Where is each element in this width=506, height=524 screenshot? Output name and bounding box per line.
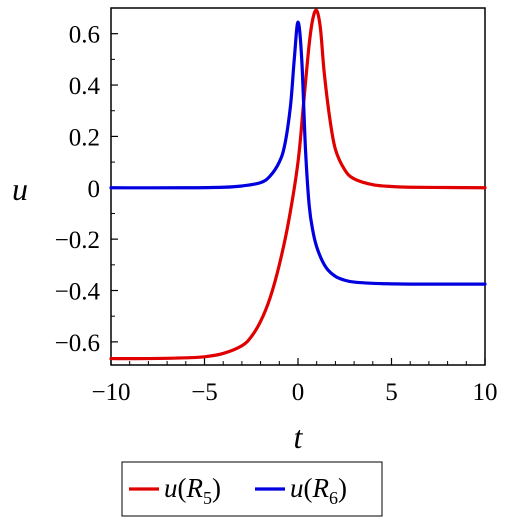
y-tick-label: 0.4 [69,73,101,100]
x-tick-label: 10 [473,379,498,406]
legend-label: u(R6) [290,473,347,508]
y-tick-label: −0.2 [55,227,100,254]
y-tick-label: 0.2 [69,124,100,151]
y-tick-label: −0.4 [55,279,101,306]
y-tick-label: −0.6 [55,330,100,357]
series-line-2 [109,20,487,286]
legend-entries: u(R5) u(R6) [129,473,347,508]
y-tick-label: 0.6 [69,22,100,49]
legend-entry-1: u(R5) [129,473,221,508]
series-lines [109,8,487,361]
legend-entry-2: u(R6) [255,473,347,508]
tick-labels: −10 −5 0 5 10 −0.6 −0.4 −0.2 0 0.2 0.4 0.6 [55,22,498,406]
x-tick-label: 0 [292,379,305,406]
series-line-1 [109,8,487,361]
tick-marks [110,33,486,365]
x-tick-label: −5 [191,379,218,406]
x-tick-label: −10 [91,379,130,406]
y-tick-label: 0 [88,176,101,203]
legend-box [121,461,383,517]
y-axis-label: u [12,171,28,207]
legend-label: u(R5) [164,473,221,508]
x-axis-label: t [294,419,304,455]
x-tick-label: 5 [385,379,398,406]
legend: u(R5) u(R6) [121,461,383,517]
